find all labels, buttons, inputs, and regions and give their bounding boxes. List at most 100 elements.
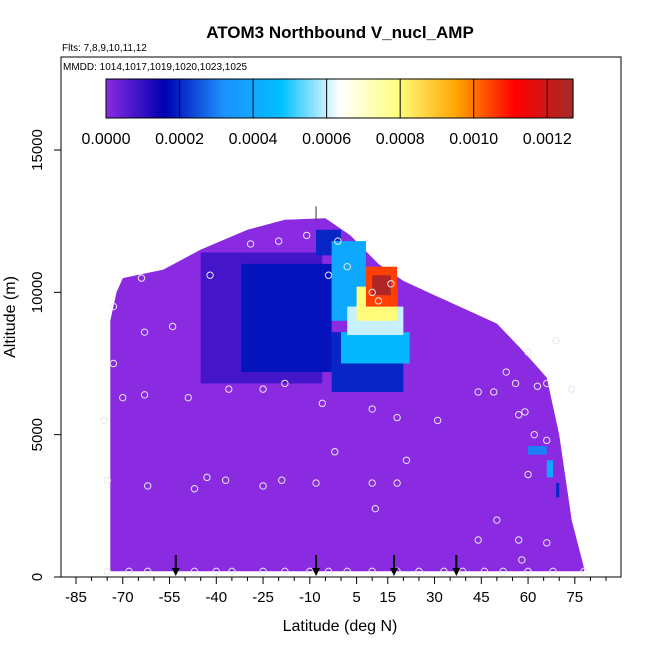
colorbar-segment	[254, 79, 259, 118]
flight-arrow-head	[312, 568, 321, 576]
y-axis: 0 5000 10000 15000	[29, 129, 61, 581]
sample-point	[318, 399, 326, 408]
colorbar-segment	[517, 79, 522, 118]
heatmap-cell	[241, 263, 332, 373]
sample-point	[474, 388, 482, 396]
colorbar-segment	[304, 79, 308, 118]
x-tick-label: -85	[65, 589, 87, 606]
colorbar-segment	[117, 79, 122, 118]
sample-point	[368, 288, 376, 297]
x-tick-label: 45	[473, 589, 490, 606]
y-tick-label: 10000	[29, 271, 46, 313]
colorbar-tick-label: 0.0008	[376, 131, 425, 148]
colorbar-segment	[193, 79, 198, 118]
sample-point	[393, 413, 401, 422]
flights-label: Flts: 7,8,9,10,11,12	[62, 43, 147, 54]
colorbar-segment	[389, 79, 393, 118]
x-tick-label: 15	[379, 589, 396, 606]
colorbar-segment	[158, 79, 163, 118]
colorbar-segment	[359, 79, 364, 118]
colorbar-segment	[424, 79, 428, 118]
colorbar-segment	[138, 79, 142, 118]
colorbar-segment	[213, 79, 218, 118]
colorbar-segment	[540, 79, 545, 118]
colorbar-segment	[243, 79, 247, 118]
colorbar-segment	[374, 79, 379, 118]
sample-point	[440, 567, 448, 576]
sample-point	[225, 385, 233, 393]
colorbar-segment	[357, 79, 361, 118]
colorbar-segment	[491, 79, 495, 118]
sample-point	[103, 476, 111, 484]
colorbar-tick-label: 0.0000	[82, 131, 131, 148]
colorbar-segment	[143, 79, 148, 118]
colorbar-segment	[459, 79, 463, 118]
sample-point	[324, 271, 333, 279]
colorbar-segment	[123, 79, 128, 118]
sample-point	[100, 416, 108, 425]
colorbar-segment	[167, 79, 171, 118]
colorbar-tick-label: 0.0010	[449, 131, 498, 148]
sample-point	[490, 388, 498, 396]
colorbar-segment	[173, 79, 177, 118]
colorbar-segment	[535, 79, 539, 118]
colorbar-segment	[298, 79, 303, 118]
colorbar-segment	[502, 79, 507, 118]
sample-point	[221, 476, 230, 484]
colorbar-segment	[500, 79, 504, 118]
colorbar-segment	[479, 79, 484, 118]
colorbar-segment	[199, 79, 203, 118]
mmdd-label: MMDD: 1014,1017,1019,1020,1023,1025	[63, 62, 247, 73]
colorbar-segment	[354, 79, 358, 118]
colorbar: 0.0000 0.0002 0.0004 0.0006 0.0008 0.0010 0.00…	[82, 78, 574, 148]
colorbar-segment	[432, 79, 437, 118]
sample-point	[368, 479, 376, 487]
flight-arrow-head	[171, 568, 180, 576]
colorbar-segment	[339, 79, 344, 118]
colorbar-segment	[190, 79, 195, 118]
colorbar-segment	[184, 79, 189, 118]
colorbar-segment	[257, 79, 262, 118]
colorbar-segment	[246, 79, 250, 118]
colorbar-segment	[397, 79, 402, 118]
colorbar-segment	[438, 79, 443, 118]
sample-point	[552, 337, 560, 345]
chart-title: ATOM3 Northbound V_nucl_AMP	[206, 23, 474, 42]
sample-point	[393, 479, 401, 487]
colorbar-segment	[462, 79, 466, 118]
colorbar-segment	[567, 79, 571, 118]
colorbar-segment	[135, 79, 139, 118]
sample-point	[312, 479, 320, 487]
sample-point	[246, 240, 255, 248]
colorbar-segment	[234, 79, 238, 118]
sample-point	[331, 448, 339, 456]
heatmap-cell	[372, 275, 391, 296]
sample-point	[518, 556, 526, 564]
colorbar-segment	[362, 79, 367, 118]
colorbar-segment	[415, 79, 419, 118]
sample-point	[474, 536, 482, 544]
colorbar-segment	[231, 79, 236, 118]
sample-point	[524, 470, 532, 479]
x-tick-label: -10	[299, 589, 321, 606]
colorbar-segment	[546, 79, 551, 118]
colorbar-segment	[392, 79, 396, 118]
colorbar-segment	[205, 79, 209, 118]
colorbar-tick-label: 0.0006	[302, 131, 351, 148]
colorbar-segment	[278, 79, 282, 118]
heatmap-cell	[341, 332, 410, 364]
sample-point	[203, 473, 211, 482]
sample-point	[306, 567, 314, 576]
sample-point	[168, 322, 177, 331]
sample-point	[137, 274, 146, 282]
x-tick-label: -40	[205, 589, 227, 606]
sample-point	[144, 567, 152, 576]
colorbar-segment	[240, 79, 244, 118]
colorbar-segment	[412, 79, 416, 118]
colorbar-segment	[371, 79, 376, 118]
colorbar-segment	[450, 79, 454, 118]
colorbar-segment	[508, 79, 513, 118]
x-axis: -85 -70 -55 -40 -25 -10 5 15 30 45 60 75	[65, 577, 607, 606]
sample-point	[334, 237, 342, 245]
colorbar-segment	[543, 79, 548, 118]
